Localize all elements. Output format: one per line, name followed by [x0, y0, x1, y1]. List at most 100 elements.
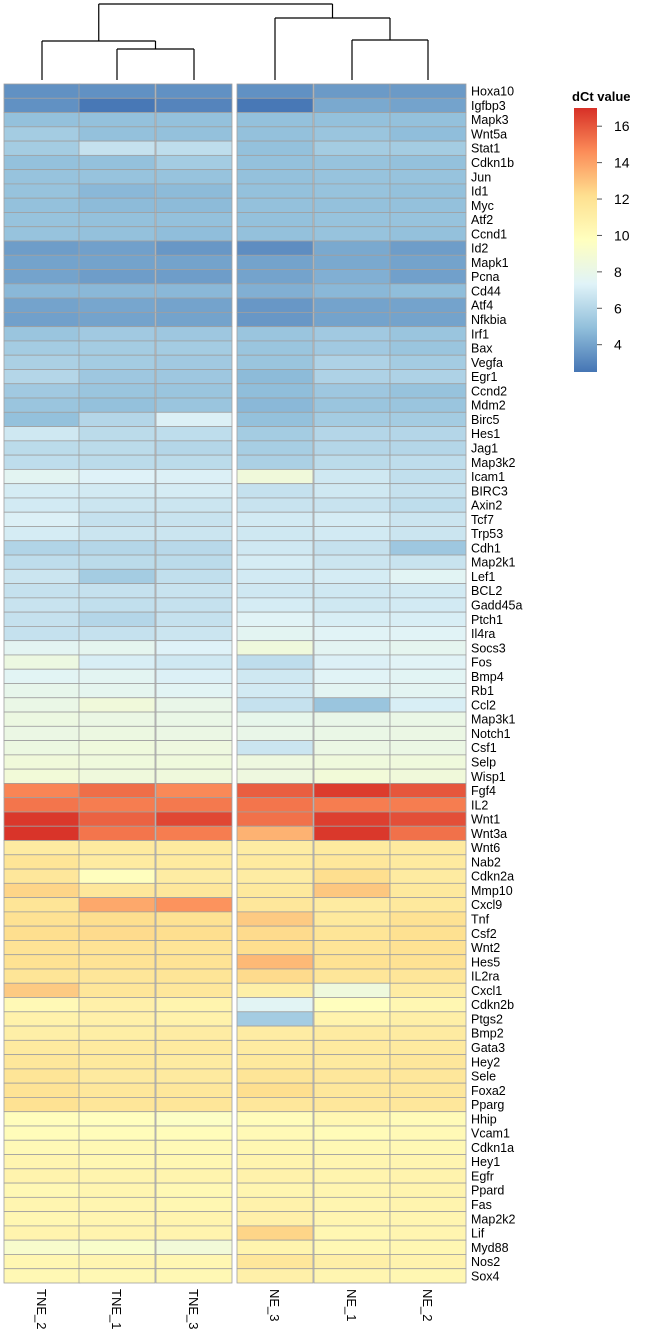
heatmap-cell	[236, 483, 314, 499]
heatmap-cell	[236, 1196, 314, 1213]
heatmap-cell	[3, 354, 81, 370]
heatmap-cell	[313, 240, 391, 256]
heatmap-cell	[389, 83, 467, 99]
heatmap-cell	[389, 1125, 467, 1141]
heatmap-cell	[236, 297, 314, 313]
heatmap-cell	[155, 1054, 233, 1070]
legend-tick-label: 6	[614, 300, 622, 316]
row-label: Cdkn1b	[471, 156, 514, 170]
heatmap-cell	[236, 1068, 314, 1084]
heatmap-cell	[389, 897, 467, 913]
legend-tick-label: 10	[614, 227, 630, 243]
heatmap-cell	[78, 254, 156, 270]
heatmap-cell	[236, 283, 314, 299]
heatmap-cell	[3, 411, 81, 427]
heatmap-cell	[313, 511, 391, 527]
heatmap-cell	[78, 240, 156, 256]
heatmap-cell	[78, 1196, 156, 1213]
heatmap-cell	[236, 440, 314, 456]
heatmap-cell	[3, 1254, 81, 1270]
heatmap-cell	[236, 526, 314, 542]
heatmap-cell	[78, 1111, 156, 1127]
heatmap-cell	[3, 254, 81, 270]
heatmap-cell	[78, 154, 156, 171]
heatmap-cell	[155, 583, 233, 599]
heatmap-cell	[313, 212, 391, 228]
heatmap-cell	[3, 925, 81, 941]
heatmap-cell	[155, 297, 233, 313]
row-label: Wnt3a	[471, 827, 507, 841]
heatmap-cell	[389, 583, 467, 599]
heatmap-cell	[389, 868, 467, 884]
heatmap-cell	[389, 1268, 467, 1284]
heatmap-cell	[3, 426, 81, 442]
heatmap-cell	[389, 1182, 467, 1198]
heatmap-cell	[236, 183, 314, 199]
heatmap-cell	[236, 169, 314, 185]
heatmap-cell	[313, 397, 391, 413]
heatmap-cell	[313, 654, 391, 670]
heatmap-cell	[78, 640, 156, 656]
heatmap-cell	[78, 583, 156, 599]
heatmap-cell	[78, 411, 156, 427]
heatmap-cell	[3, 1154, 81, 1170]
heatmap-cell	[236, 1139, 314, 1155]
heatmap-cell	[236, 982, 314, 998]
heatmap-cell	[236, 1168, 314, 1184]
row-label: Pcna	[471, 270, 500, 284]
row-label: Id1	[471, 185, 488, 199]
row-label: Cdkn2b	[471, 998, 514, 1012]
row-label: Birc5	[471, 413, 500, 427]
heatmap-cell	[389, 683, 467, 699]
heatmap-cell	[313, 840, 391, 856]
row-label: Map2k2	[471, 1212, 516, 1226]
heatmap-cell	[155, 283, 233, 299]
row-label: Gata3	[471, 1041, 505, 1055]
heatmap-cell	[389, 626, 467, 642]
heatmap-cell	[389, 1139, 467, 1155]
row-label: Tcf7	[471, 513, 494, 527]
row-label: Nfkbia	[471, 313, 506, 327]
heatmap-cell	[389, 697, 467, 713]
legend-ticks: 4 6 8 10 12 14 16	[597, 118, 630, 353]
heatmap-cell	[236, 1268, 314, 1284]
heatmap-cell	[236, 568, 314, 584]
heatmap-cell	[313, 1154, 391, 1170]
heatmap-cell	[155, 326, 233, 342]
heatmap-cell	[389, 982, 467, 998]
heatmap-cell	[78, 83, 156, 99]
heatmap-cell	[236, 112, 314, 128]
heatmap-cell	[236, 925, 314, 941]
heatmap-cell	[389, 725, 467, 741]
heatmap-cell	[155, 468, 233, 485]
heatmap-cell	[155, 483, 233, 499]
heatmap-cell	[389, 140, 467, 156]
heatmap-cell	[155, 1254, 233, 1270]
heatmap-cell	[236, 383, 314, 399]
heatmap-cell	[236, 1125, 314, 1141]
heatmap-cell	[155, 597, 233, 613]
row-label: Myc	[471, 199, 494, 213]
heatmap-cell	[155, 226, 233, 242]
heatmap-cell	[313, 554, 391, 570]
heatmap-cell	[155, 97, 233, 113]
heatmap-cell	[3, 768, 81, 784]
row-label: Map3k2	[471, 456, 516, 470]
heatmap-cell	[78, 426, 156, 442]
heatmap-cell	[155, 868, 233, 884]
heatmap-cell	[78, 283, 156, 299]
heatmap-cell	[313, 1011, 391, 1027]
heatmap-cell	[155, 683, 233, 699]
heatmap-cell	[78, 1039, 156, 1056]
heatmap-cell	[3, 526, 81, 542]
heatmap-cell	[3, 740, 81, 756]
heatmap-cell	[78, 597, 156, 613]
heatmap-cell	[78, 468, 156, 485]
row-label: Nos2	[471, 1255, 500, 1269]
heatmap-cell	[78, 140, 156, 156]
heatmap-cell	[155, 668, 233, 684]
heatmap-cell	[78, 1054, 156, 1070]
heatmap-cell	[313, 854, 391, 870]
row-label: Jun	[471, 170, 491, 184]
heatmap-cell	[389, 383, 467, 399]
